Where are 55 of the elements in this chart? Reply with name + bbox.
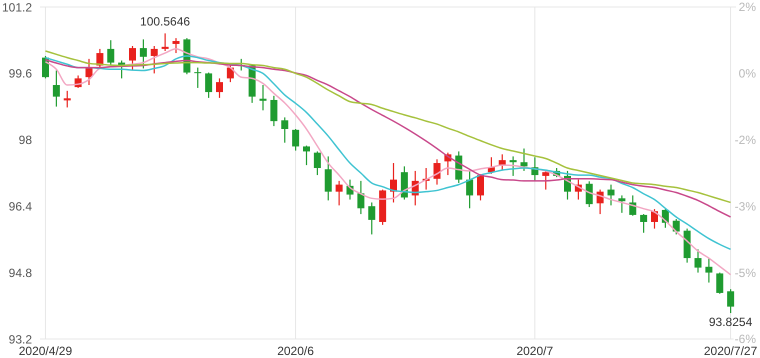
candlestick [216, 78, 223, 98]
candlestick [336, 180, 343, 206]
candlestick [314, 150, 321, 176]
candlestick [586, 180, 593, 208]
candlestick [434, 158, 440, 186]
candlestick [270, 95, 278, 127]
candlestick [672, 218, 680, 236]
candlestick [608, 184, 614, 206]
candlestick [281, 116, 288, 144]
candlestick [640, 213, 648, 234]
candlestick [52, 70, 60, 108]
y2-tick-label: -5% [734, 266, 756, 280]
y2-tick-label: -3% [734, 199, 756, 214]
y-tick-label: 96.4 [8, 199, 32, 214]
candlestick [498, 154, 506, 171]
candlestick [86, 58, 92, 86]
candlestick [172, 38, 180, 54]
candlestick [705, 257, 712, 284]
annotation: 100.5646 [140, 14, 190, 28]
candlestick [260, 84, 266, 111]
candlestick [716, 272, 724, 294]
candlestick [194, 66, 202, 89]
candlestick [162, 32, 169, 52]
y-tick-label: 99.6 [8, 66, 32, 81]
candlestick [520, 148, 528, 172]
candlestick [205, 72, 212, 98]
candlestick [357, 180, 364, 215]
candlestick [510, 156, 517, 177]
y2-tick-label: -2% [734, 133, 756, 147]
y2-tick-label: 2% [738, 0, 756, 14]
y-tick-label: 101.2 [2, 0, 32, 14]
candlestick [466, 170, 474, 209]
candlestick [140, 38, 147, 70]
candlestick [368, 202, 376, 236]
y-tick-label: 98 [18, 133, 32, 148]
candlestick [303, 145, 310, 166]
candlestick [64, 90, 71, 108]
y-tick-label: 94.8 [8, 266, 32, 280]
y-tick-label: 93.2 [8, 332, 32, 346]
y2-tick-label: 0% [738, 66, 756, 81]
candlestick [292, 128, 300, 152]
candlestick [150, 45, 158, 74]
x-tick-label: 2020/6 [277, 344, 314, 358]
x-tick-label: 2020/7/27 [704, 344, 758, 358]
candlestick [694, 248, 702, 274]
candlestick [324, 156, 332, 201]
candlestick [727, 288, 734, 314]
x-tick-label: 2020/4/29 [18, 344, 72, 358]
annotation: 93.8254 [708, 315, 753, 330]
candlestick [596, 189, 604, 215]
candlestick [129, 45, 136, 72]
y2-tick-label: -6% [734, 332, 756, 346]
candlestick [107, 40, 114, 66]
x-tick-label: 2020/7 [516, 344, 554, 358]
candlestick [542, 170, 550, 190]
